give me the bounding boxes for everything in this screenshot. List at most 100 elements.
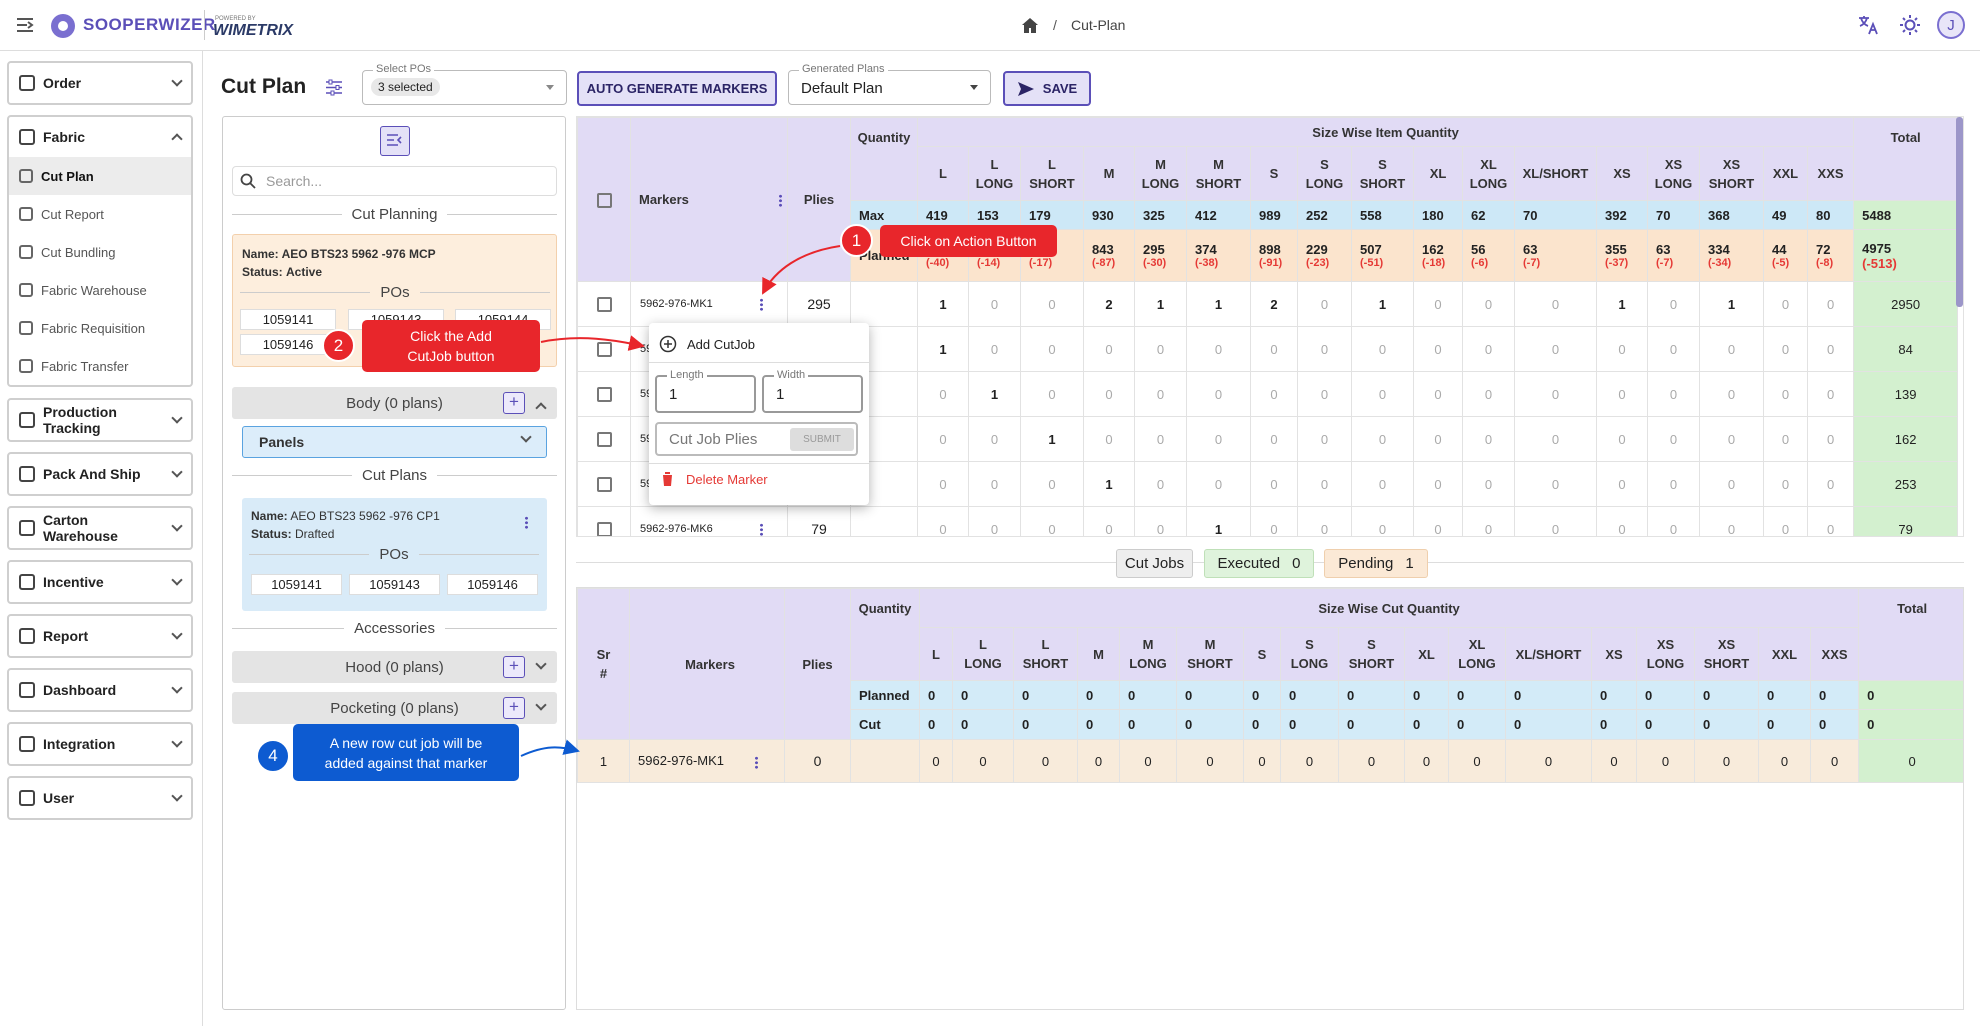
marker-actions[interactable]	[755, 755, 758, 769]
executed-tab[interactable]: Executed 0	[1204, 549, 1314, 578]
search-box[interactable]: Search...	[232, 166, 557, 196]
summary-value: 334 (-34)	[1699, 229, 1764, 282]
nav-item[interactable]: Order	[9, 63, 191, 103]
summary-value: 0	[952, 680, 1014, 710]
nav-group[interactable]: Integration	[7, 722, 193, 766]
auto-generate-button[interactable]: AUTO GENERATE MARKERS	[577, 71, 777, 106]
panels-select[interactable]: Panels	[242, 426, 547, 458]
filter-icon[interactable]	[325, 79, 343, 96]
submit-button[interactable]: SUBMIT	[790, 428, 854, 451]
marker-actions[interactable]	[760, 297, 763, 311]
width-field[interactable]: Width 1	[762, 369, 863, 413]
collapse-button[interactable]	[380, 126, 410, 156]
size-header: M SHORT	[1186, 146, 1251, 201]
nav-subitem[interactable]: Cut Bundling	[9, 233, 191, 271]
total-cell: 2950	[1853, 281, 1959, 327]
body-bar[interactable]: Body (0 plans) +	[232, 387, 557, 419]
add-button[interactable]: +	[503, 697, 525, 719]
nav-subitem[interactable]: Fabric Warehouse	[9, 271, 191, 309]
row-checkbox[interactable]	[596, 477, 612, 493]
translate-icon[interactable]	[1857, 14, 1879, 36]
cut-job-plies-field[interactable]: Cut Job Plies SUBMIT	[655, 422, 858, 456]
nav-item[interactable]: Incentive	[9, 562, 191, 602]
nav-label: Pack And Ship	[43, 466, 141, 482]
avatar[interactable]: J	[1937, 11, 1965, 39]
total-value: 0	[1867, 687, 1875, 703]
nav-item[interactable]: Carton Warehouse	[9, 508, 191, 548]
nav-subitem[interactable]: Cut Plan	[9, 157, 191, 195]
menu-toggle[interactable]	[16, 16, 34, 34]
tab-label: Cut Jobs	[1124, 555, 1185, 572]
summary-value: 0	[1694, 680, 1759, 710]
nav-group[interactable]: Incentive	[7, 560, 193, 604]
nav-item[interactable]: Dashboard	[9, 670, 191, 710]
nav-item[interactable]: User	[9, 778, 191, 818]
nav-subitem[interactable]: Fabric Requisition	[9, 309, 191, 347]
size-value: 0	[1591, 739, 1637, 783]
select-all-checkbox[interactable]	[596, 193, 612, 209]
generated-plans-select[interactable]: Generated Plans Default Plan	[788, 63, 991, 105]
nav-group[interactable]: Dashboard	[7, 668, 193, 712]
nav-item[interactable]: Production Tracking	[9, 400, 191, 440]
delete-marker-item[interactable]: Delete Marker	[661, 471, 768, 487]
summary-value: 0	[919, 680, 953, 710]
size-value: 0	[1297, 326, 1352, 372]
cut-plan-card[interactable]: Name: AEO BTS23 5962 -976 CP1 Status: Dr…	[242, 498, 547, 611]
home-icon[interactable]	[1021, 17, 1039, 34]
row-checkbox[interactable]	[596, 387, 612, 403]
row-checkbox[interactable]	[596, 522, 612, 536]
size-value: 0	[1250, 371, 1298, 417]
cut-jobs-tab[interactable]: Cut Jobs	[1116, 549, 1193, 578]
nav-subitem[interactable]: Fabric Transfer	[9, 347, 191, 385]
size-value: 0	[1413, 326, 1463, 372]
nav-group[interactable]: Pack And Ship	[7, 452, 193, 496]
size-value: 0	[1647, 281, 1700, 327]
size-value: 0	[1083, 371, 1135, 417]
cut-plan-status: Status: Drafted	[251, 527, 334, 541]
nav-item[interactable]: Fabric	[9, 117, 191, 157]
length-field[interactable]: Length 1	[655, 369, 756, 413]
row-checkbox[interactable]	[596, 342, 612, 358]
value: 558	[1360, 207, 1382, 223]
add-button[interactable]: +	[503, 656, 525, 678]
nav-subitem[interactable]: Cut Report	[9, 195, 191, 233]
select-cell	[577, 461, 631, 507]
pocketing-bar[interactable]: Pocketing (0 plans) +	[232, 692, 557, 724]
size-value: 0	[968, 506, 1021, 536]
size-value: 0	[1413, 371, 1463, 417]
add-cutjob-item[interactable]: Add CutJob	[659, 333, 755, 355]
markers-actions[interactable]	[778, 194, 782, 208]
po-select[interactable]: Select POs 3 selected	[362, 63, 567, 105]
save-button[interactable]: SAVE	[1003, 71, 1091, 106]
summary-value: 0	[1077, 680, 1120, 710]
nav-group[interactable]: Fabric Cut Plan Cut Report Cut Bundling Fabr…	[7, 115, 193, 387]
pending-tab[interactable]: Pending 1	[1324, 549, 1428, 578]
nav-group[interactable]: Production Tracking	[7, 398, 193, 442]
nav-item[interactable]: Integration	[9, 724, 191, 764]
nav-item[interactable]: Pack And Ship	[9, 454, 191, 494]
plan-status: Status: Active	[242, 265, 322, 279]
nav-group[interactable]: User	[7, 776, 193, 820]
nav-group[interactable]: Order	[7, 61, 193, 105]
size-value: 0	[1186, 326, 1251, 372]
nav-icon	[19, 574, 35, 590]
hood-label: Hood (0 plans)	[345, 658, 444, 676]
add-button[interactable]: +	[503, 392, 525, 414]
nav-group[interactable]: Carton Warehouse	[7, 506, 193, 550]
quantity-cell	[850, 739, 920, 783]
summary-value: 507 (-51)	[1351, 229, 1414, 282]
data-table: Markers Plies Quantity Size Wise Item Quant…	[577, 117, 1959, 536]
data-table: Sr # Markers Plies Quantity Size Wise Cut Qu…	[577, 588, 1963, 783]
value: 374	[1195, 242, 1217, 257]
value: 0	[1252, 717, 1260, 732]
nav-item[interactable]: Report	[9, 616, 191, 656]
hood-bar[interactable]: Hood (0 plans) +	[232, 651, 557, 683]
theme-icon[interactable]	[1899, 14, 1921, 36]
marker-actions[interactable]	[760, 522, 763, 536]
cut-plan-actions[interactable]	[525, 516, 528, 529]
total-value: 0	[1867, 717, 1875, 732]
row-checkbox[interactable]	[596, 432, 612, 448]
row-checkbox[interactable]	[596, 297, 612, 313]
nav-group[interactable]: Report	[7, 614, 193, 658]
